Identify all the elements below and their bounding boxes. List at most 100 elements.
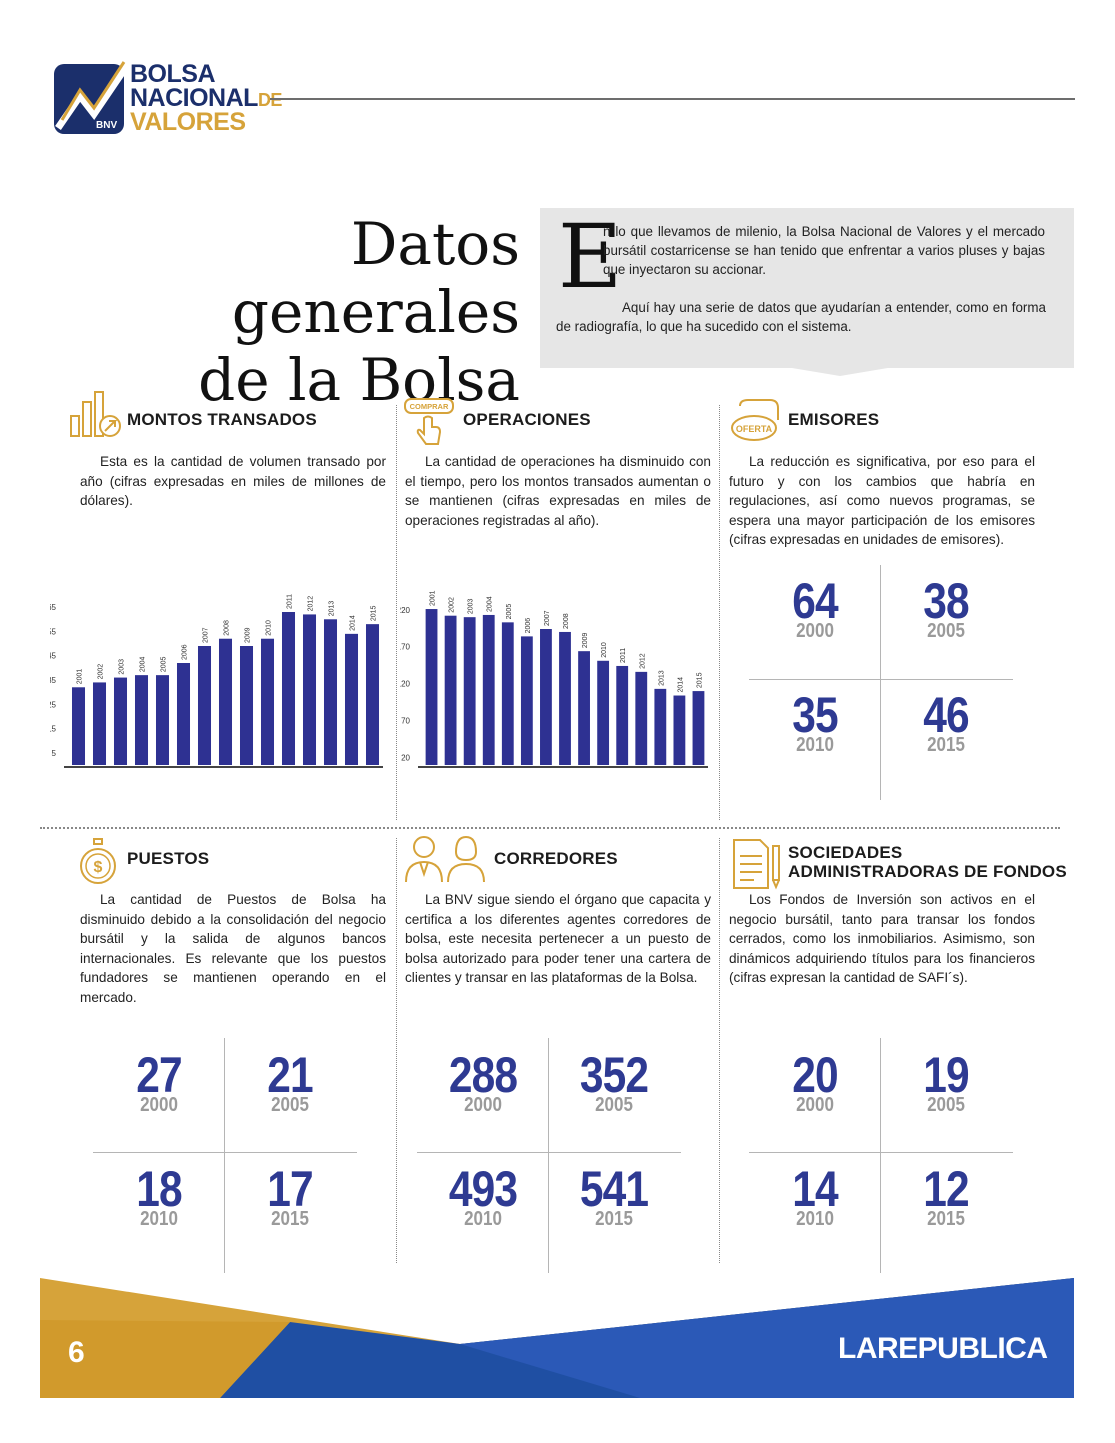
bar-label-2014: 2014 <box>677 677 684 693</box>
corredores-stat: 541 2015 <box>579 1161 649 1230</box>
puestos-stat: 17 2015 <box>267 1161 313 1230</box>
corredores-stat: 288 2000 <box>448 1047 518 1116</box>
montos-bar-chart: 5 15 25 35 45 55 65 2001 2002 2003 2004 2005 2006 200… <box>50 594 383 768</box>
bar-2015 <box>692 691 705 765</box>
puestos-stat: 18 2010 <box>136 1161 182 1230</box>
corredores-text: La BNV sigue siendo el órgano que capaci… <box>405 892 711 985</box>
emisores-stat: 64 2000 <box>792 573 838 642</box>
bar-label-2015: 2015 <box>696 672 703 688</box>
bar-label-2002: 2002 <box>449 597 456 613</box>
bar-label-2008: 2008 <box>563 613 570 629</box>
bar-label-2013: 2013 <box>329 601 336 617</box>
column-divider <box>719 405 720 820</box>
column-divider <box>719 838 720 1263</box>
page-number: 6 <box>68 1336 85 1369</box>
sociedades-title-line2: ADMINISTRADORAS DE FONDOS <box>788 862 1067 881</box>
bar-label-2007: 2007 <box>544 610 551 626</box>
bar-label-2003: 2003 <box>468 598 475 614</box>
bar-label-2006: 2006 <box>525 618 532 634</box>
bar-2005 <box>155 675 170 765</box>
bar-label-2004: 2004 <box>487 596 494 612</box>
bar-label-2011: 2011 <box>620 648 627 663</box>
title-line2: de la Bolsa <box>198 346 520 414</box>
column-divider <box>396 838 397 1263</box>
puestos-stat: 27 2000 <box>136 1047 182 1116</box>
bar-2009 <box>578 651 590 765</box>
bar-2008 <box>559 631 571 765</box>
bar-2007 <box>540 629 552 765</box>
bar-growth-icon <box>70 391 121 437</box>
bar-2013 <box>654 688 667 765</box>
emisores-stat: 46 2015 <box>923 687 969 756</box>
buy-click-icon: COMPRAR <box>404 398 454 445</box>
bar-2003 <box>463 617 476 765</box>
bar-2012 <box>635 671 648 765</box>
bar-2013 <box>323 619 338 765</box>
y-tick-label: 220 <box>400 606 411 615</box>
page-title: Datos generales de la Bolsa <box>60 210 520 414</box>
bar-2004 <box>482 614 495 765</box>
y-tick-label: 35 <box>50 676 57 685</box>
bar-label-2012: 2012 <box>308 596 315 612</box>
bar-label-2001: 2001 <box>77 669 84 685</box>
bar-label-2010: 2010 <box>601 642 608 658</box>
bar-label-2004: 2004 <box>140 656 147 672</box>
y-tick-label: 55 <box>50 627 57 636</box>
bar-label-2012: 2012 <box>639 653 646 669</box>
svg-text:$: $ <box>94 859 103 876</box>
bar-label-2005: 2005 <box>161 656 168 672</box>
bar-label-2010: 2010 <box>266 620 273 636</box>
operaciones-bar-chart: 20 70 120 170 220 2001 2002 2003 2004 2005 2006 200… <box>400 590 708 768</box>
puestos-grid-line <box>224 1038 225 1273</box>
puestos-title: PUESTOS <box>127 849 210 868</box>
corredores-title: CORREDORES <box>494 849 618 868</box>
puestos-grid-line <box>93 1152 357 1153</box>
emisores-grid-line <box>749 679 1013 680</box>
buy-label: COMPRAR <box>410 402 449 411</box>
y-tick-label: 25 <box>50 700 57 709</box>
corredores-grid-line <box>417 1152 681 1153</box>
sociedades-stat: 12 2015 <box>923 1161 969 1230</box>
intro-box-pointer <box>780 366 900 376</box>
bar-2012 <box>302 614 317 765</box>
bar-label-2014: 2014 <box>350 615 357 631</box>
y-tick-label: 5 <box>52 749 57 758</box>
sociedades-text: Los Fondos de Inversión son activos en e… <box>729 892 1035 985</box>
puestos-stat: 21 2005 <box>267 1047 313 1116</box>
y-tick-label: 45 <box>50 652 57 661</box>
operaciones-title: OPERACIONES <box>463 410 591 429</box>
emisores-stat: 35 2010 <box>792 687 838 756</box>
bar-label-2003: 2003 <box>119 659 126 675</box>
bar-label-2011: 2011 <box>287 594 294 609</box>
emisores-text: La reducción es significativa, por eso p… <box>729 454 1035 547</box>
bar-2001 <box>425 609 438 765</box>
footer-band <box>40 1278 1074 1398</box>
sociedades-grid-line <box>880 1038 881 1273</box>
bar-2001 <box>71 687 86 765</box>
y-tick-label: 170 <box>400 643 411 652</box>
bar-2011 <box>281 612 296 765</box>
bar-2014 <box>344 633 359 765</box>
bar-2005 <box>501 622 514 765</box>
title-line1: Datos generales <box>231 210 520 346</box>
corredores-grid-line <box>548 1038 549 1273</box>
column-divider <box>396 405 397 820</box>
intro-paragraph-2: Aquí hay una serie de datos que ayudaría… <box>556 300 1046 334</box>
y-tick-label: 65 <box>50 603 57 612</box>
intro-dropcap: E <box>558 205 623 308</box>
bar-2003 <box>113 677 128 765</box>
bar-label-2007: 2007 <box>203 627 210 643</box>
logo-line2: NACIONALDE <box>130 84 282 112</box>
puestos-text: La cantidad de Puestos de Bolsa ha dismi… <box>80 892 386 1005</box>
bar-label-2006: 2006 <box>182 644 189 660</box>
intro-paragraph-1: n lo que llevamos de milenio, la Bolsa N… <box>603 224 1045 277</box>
document-pen-icon <box>733 839 780 890</box>
bar-2009 <box>239 646 254 765</box>
bar-2007 <box>197 646 212 765</box>
bar-label-2009: 2009 <box>582 632 589 648</box>
bar-2004 <box>134 675 149 765</box>
corredores-stat: 352 2005 <box>579 1047 649 1116</box>
offer-tag-icon: OFERTA <box>731 399 779 441</box>
sociedades-title-line1: SOCIEDADES <box>788 843 903 862</box>
operaciones-text: La cantidad de operaciones ha disminuido… <box>405 454 711 528</box>
